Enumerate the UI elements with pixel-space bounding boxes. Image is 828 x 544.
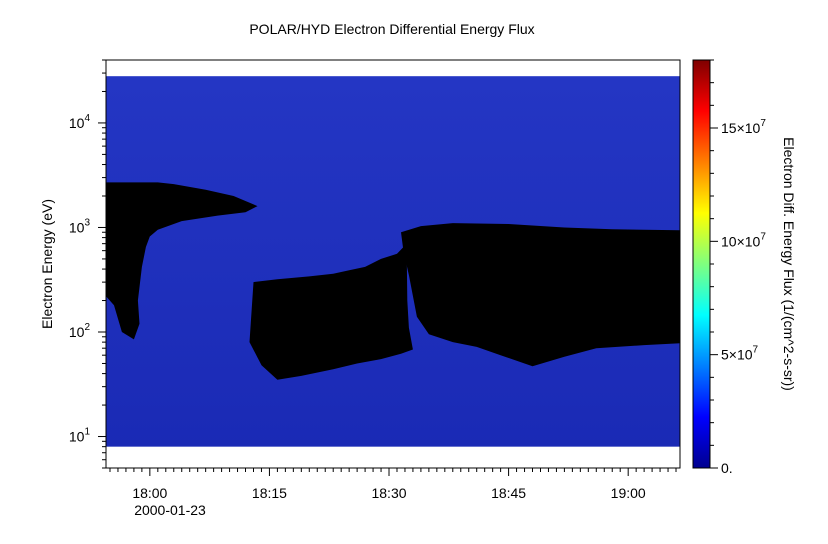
- colorbar-tick-label: 0.: [721, 460, 733, 476]
- y-tick-label: 103: [69, 217, 91, 235]
- colorbar-tick-label: 15×107: [721, 118, 766, 136]
- chart-title: POLAR/HYD Electron Differential Energy F…: [249, 21, 534, 37]
- date-label: 2000-01-23: [134, 502, 206, 518]
- colorbar-tick-label: 5×107: [721, 345, 759, 363]
- x-tick-label: 18:45: [491, 485, 526, 501]
- y-tick-label: 102: [69, 322, 91, 340]
- y-tick-label: 101: [69, 427, 91, 445]
- x-tick-label: 18:00: [132, 485, 167, 501]
- colorbar: 0. 5×107 10×107 15×107: [692, 59, 766, 476]
- x-axis: 18:00 18:15 18:30 18:45 19:00: [109, 468, 677, 501]
- colorbar-label: Electron Diff. Energy Flux (1/(cm^2-s-sr…: [781, 137, 797, 391]
- y-axis: 101 102 103 104: [69, 59, 106, 469]
- x-tick-label: 18:15: [252, 485, 287, 501]
- fill-region-dawn-block: [106, 182, 258, 340]
- fill-region-dusk-block: [401, 223, 680, 367]
- colorbar-tick-label: 10×107: [721, 231, 766, 249]
- plot-frame: [105, 59, 681, 469]
- x-tick-label: 18:30: [371, 485, 406, 501]
- y-axis-label: Electron Energy (eV): [39, 199, 55, 329]
- x-tick-label: 19:00: [611, 485, 646, 501]
- colorbar-gradient: [692, 59, 711, 469]
- fill-region-mid-block: [249, 243, 413, 380]
- y-tick-label: 104: [69, 113, 91, 131]
